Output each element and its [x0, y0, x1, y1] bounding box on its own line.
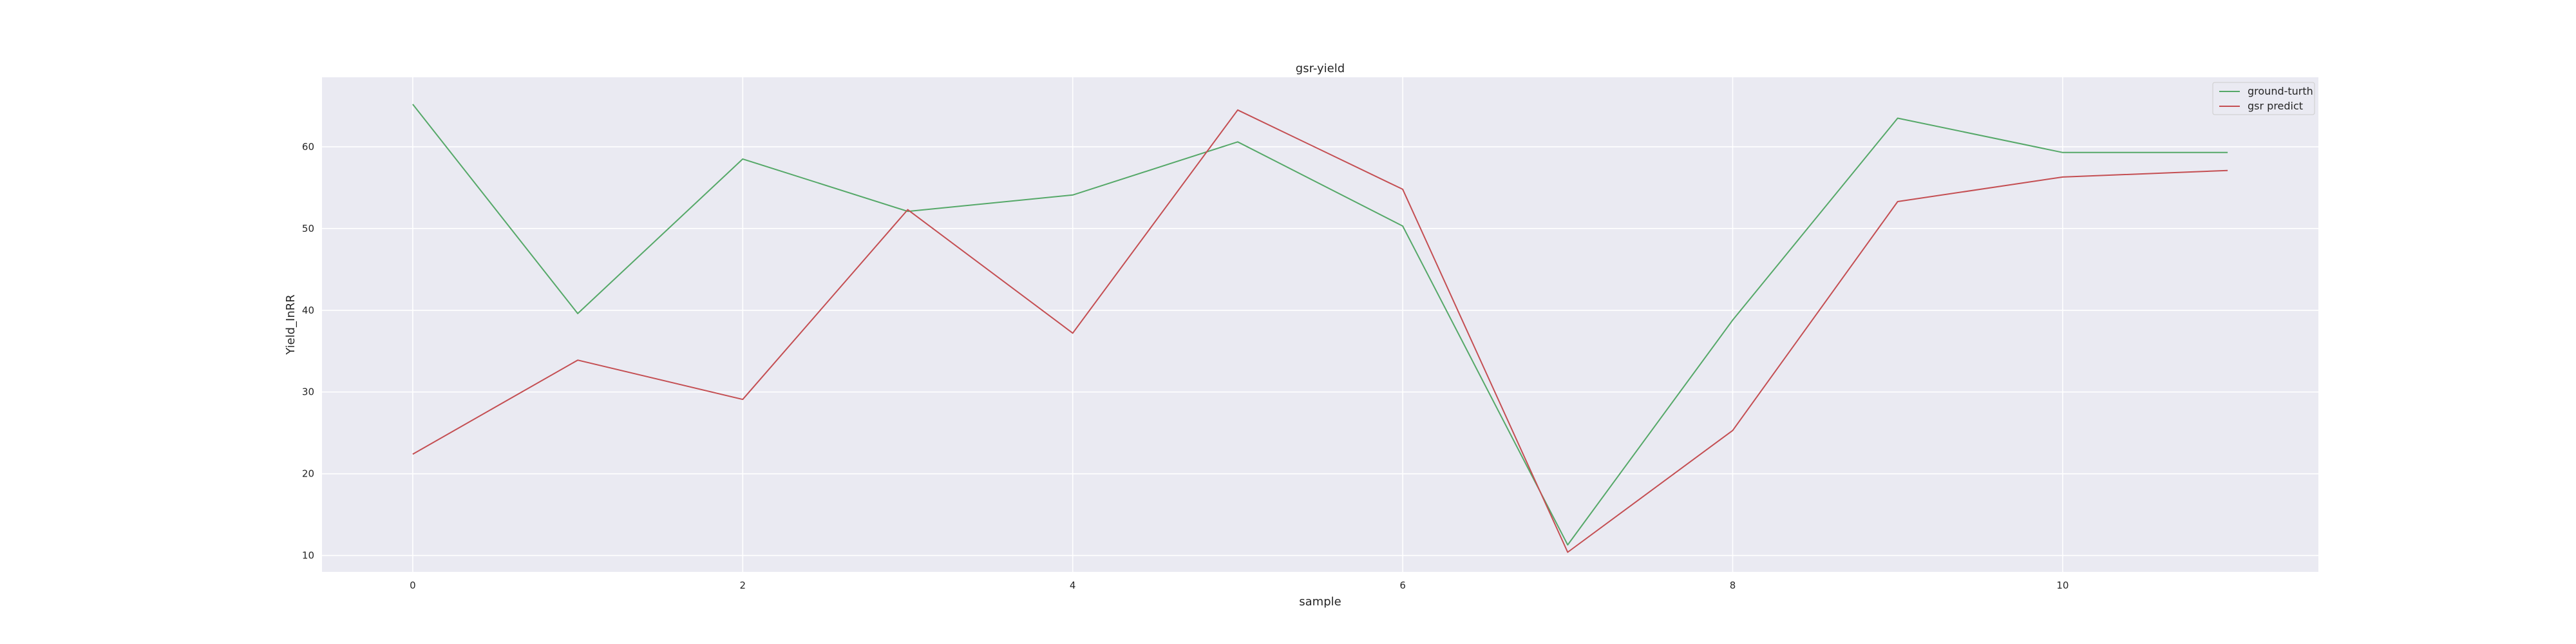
- series-line-0: [412, 104, 2228, 546]
- chart-title: gsr-yield: [1296, 62, 1345, 75]
- y-tick-label: 60: [302, 141, 314, 153]
- y-tick-label: 20: [302, 468, 314, 480]
- series-line-1: [412, 109, 2228, 553]
- y-tick-label: 30: [302, 386, 314, 398]
- x-axis-label: sample: [1299, 595, 1341, 609]
- grid-lines: [322, 77, 2318, 572]
- legend-entry: ground-turth: [2248, 85, 2313, 97]
- x-tick-label: 6: [1399, 580, 1406, 591]
- y-tick-label: 40: [302, 305, 314, 316]
- x-tick-labels: 0 2 4 6 8 10: [410, 580, 2069, 591]
- x-tick-label: 4: [1070, 580, 1076, 591]
- y-tick-label: 10: [302, 550, 314, 562]
- x-tick-label: 2: [740, 580, 746, 591]
- x-tick-label: 0: [410, 580, 416, 591]
- y-axis-label: Yield_InRR: [284, 294, 298, 355]
- y-tick-label: 50: [302, 223, 314, 234]
- legend-entry: gsr predict: [2248, 100, 2303, 112]
- plot-area: [322, 77, 2318, 572]
- x-tick-label: 10: [2056, 580, 2069, 591]
- y-tick-labels: 10 20 30 40 50 60: [302, 141, 314, 562]
- series-lines: [412, 104, 2228, 553]
- x-tick-label: 8: [1730, 580, 1736, 591]
- legend: ground-turth gsr predict: [2212, 82, 2315, 115]
